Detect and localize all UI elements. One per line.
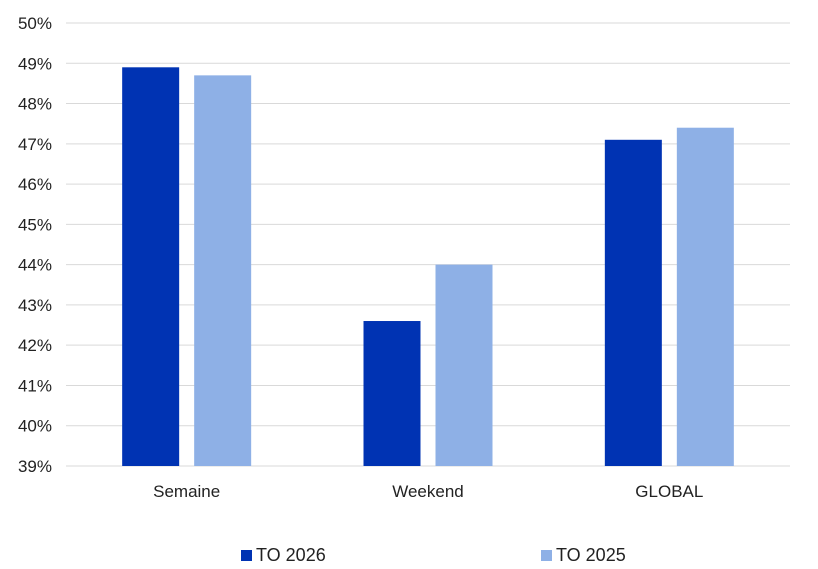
grid-layer xyxy=(66,22,790,467)
x-axis-categories: Semaine Weekend GLOBAL xyxy=(153,482,703,501)
x-category-label: Semaine xyxy=(153,482,220,501)
y-axis-ticks: 39% 40% 41% 42% 43% 44% 45% 46% 47% 48% 49% 50% xyxy=(18,14,52,476)
bars xyxy=(122,67,734,467)
y-tick-label: 47% xyxy=(18,135,52,154)
x-category-label: Weekend xyxy=(392,482,464,501)
bar-to-2026-semaine xyxy=(122,67,180,467)
legend-swatch xyxy=(541,550,552,561)
bar-to-2026-global xyxy=(604,139,662,467)
y-tick-label: 46% xyxy=(18,175,52,194)
bar-to-2025-semaine xyxy=(194,75,252,466)
bar-to-2025-global xyxy=(676,127,734,466)
legend-label: TO 2026 xyxy=(256,545,326,565)
y-tick-label: 48% xyxy=(18,95,52,114)
bar-to-2026-weekend xyxy=(363,321,421,466)
y-tick-label: 39% xyxy=(18,457,52,476)
y-tick-label: 50% xyxy=(18,14,52,33)
x-category-label: GLOBAL xyxy=(635,482,703,501)
y-tick-label: 49% xyxy=(18,54,52,73)
legend-swatch xyxy=(241,550,252,561)
y-tick-label: 42% xyxy=(18,336,52,355)
y-tick-label: 40% xyxy=(18,417,52,436)
legend-label: TO 2025 xyxy=(556,545,626,565)
y-tick-label: 44% xyxy=(18,256,52,275)
y-tick-label: 41% xyxy=(18,376,52,395)
y-tick-label: 45% xyxy=(18,215,52,234)
bar-to-2025-weekend xyxy=(435,264,493,466)
y-tick-label: 43% xyxy=(18,296,52,315)
legend: TO 2026 TO 2025 xyxy=(241,545,626,565)
